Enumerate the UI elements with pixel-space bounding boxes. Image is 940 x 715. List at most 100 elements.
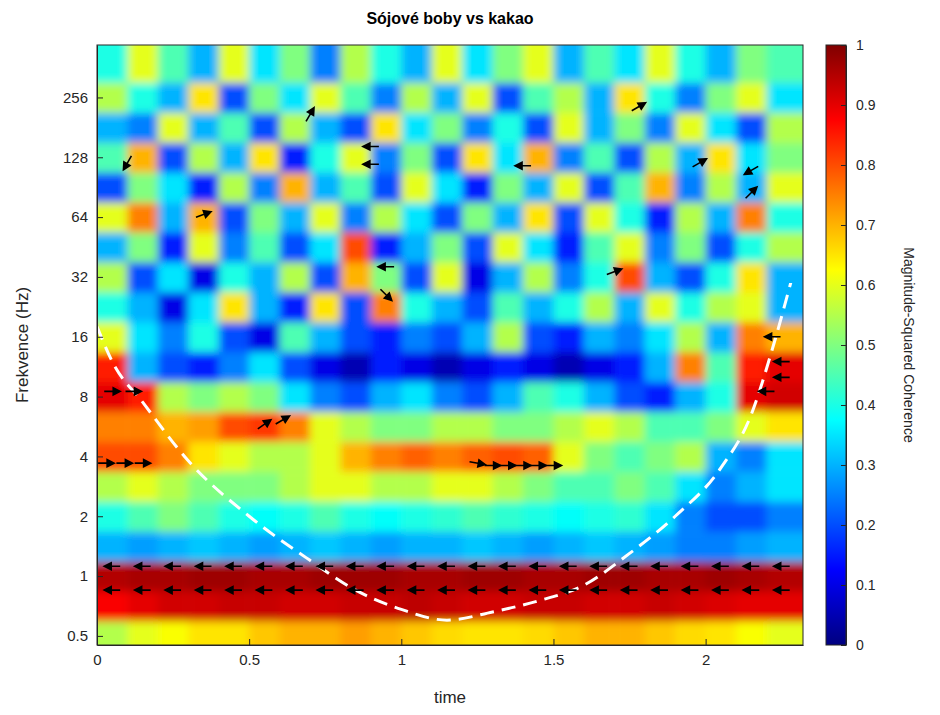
tick: 0.5 <box>841 337 876 353</box>
heatmap-cell <box>736 501 767 532</box>
heatmap-cell <box>401 382 432 412</box>
heatmap-cell <box>249 202 280 232</box>
tick: 0.5 <box>239 639 260 668</box>
heatmap-cell <box>584 441 615 471</box>
axis: 00.511.52 <box>93 639 803 668</box>
heatmap-cell <box>127 531 158 561</box>
heatmap-cell <box>493 382 524 412</box>
phase-arrow <box>196 587 212 594</box>
phase-arrow <box>104 563 120 570</box>
y-axis-title: Frekvence (Hz) <box>13 287 32 403</box>
heatmap-cell <box>97 262 128 293</box>
heatmap-cell <box>584 232 615 262</box>
heatmap-cell <box>645 112 676 142</box>
heatmap-cell <box>766 82 803 112</box>
heatmap-cell <box>249 292 280 322</box>
heatmap-cell <box>493 412 524 442</box>
tick-label: 0.4 <box>856 397 876 413</box>
heatmap-cell <box>158 591 189 621</box>
heatmap-cell <box>310 441 341 471</box>
heatmap-cell <box>97 382 128 412</box>
heatmap-cell <box>249 561 280 591</box>
heatmap-cell <box>432 232 463 262</box>
heatmap-cell <box>401 292 432 322</box>
phase-arrow <box>622 563 638 570</box>
heatmap-cell <box>371 202 402 232</box>
heatmap-cell <box>158 352 189 382</box>
heatmap-cell <box>584 621 615 645</box>
tick-label: 0.5 <box>67 627 88 644</box>
heatmap-cell <box>280 112 311 142</box>
phase-arrow <box>774 587 790 594</box>
heatmap-cell <box>97 172 128 202</box>
heatmap-cell <box>493 471 524 501</box>
heatmap-cell <box>706 531 737 561</box>
phase-arrow <box>469 563 485 570</box>
tick-label: 8 <box>80 388 88 405</box>
heatmap-cell <box>462 501 493 532</box>
heatmap-cell <box>766 172 803 202</box>
tick-label: 32 <box>71 268 88 285</box>
chart-title: Sójové boby vs kakao <box>366 10 533 27</box>
phase-arrow <box>165 587 181 594</box>
heatmap-cell <box>675 322 706 352</box>
heatmap-cell <box>523 501 554 532</box>
heatmap-cell <box>158 501 189 532</box>
phase-arrow <box>500 587 516 594</box>
axis-line <box>846 46 847 646</box>
heatmap-cell <box>553 382 584 412</box>
heatmap-cell <box>188 322 219 352</box>
heatmap-cell <box>127 112 158 142</box>
heatmap-cell <box>736 591 767 621</box>
heatmap-cell <box>432 531 463 561</box>
heatmap-cell <box>280 142 311 172</box>
phase-arrow <box>348 587 364 594</box>
heatmap-cell <box>188 531 219 561</box>
tick-label: 0.7 <box>856 217 876 233</box>
heatmap-cell <box>675 202 706 232</box>
heatmap-cell <box>614 142 645 172</box>
tick-label: 1.5 <box>544 651 565 668</box>
heatmap-cell <box>706 382 737 412</box>
heatmap-cell <box>432 352 463 382</box>
heatmap-cell <box>584 471 615 501</box>
heatmap-cell <box>97 501 128 532</box>
heatmap-cell <box>614 322 645 352</box>
tick: 2 <box>702 639 710 668</box>
heatmap-cell <box>553 142 584 172</box>
heatmap-cell <box>249 172 280 202</box>
phase-arrow <box>126 388 142 395</box>
heatmap-cell <box>706 142 737 172</box>
phase-arrow <box>135 563 151 570</box>
heatmap-cell <box>188 45 219 83</box>
heatmap-cell <box>523 172 554 202</box>
tick-label: 64 <box>71 208 88 225</box>
phase-arrow <box>743 563 759 570</box>
phase-arrow <box>500 462 516 469</box>
heatmap-cell <box>614 262 645 293</box>
heatmap-cell <box>310 322 341 352</box>
heatmap-cell <box>97 441 128 471</box>
heatmap-cell <box>432 501 463 532</box>
heatmap-cell <box>766 142 803 172</box>
heatmap-cell <box>340 412 371 442</box>
heatmap-cell <box>736 45 767 83</box>
phase-arrow <box>409 587 425 594</box>
heatmap-cell <box>432 172 463 202</box>
heatmap-cell <box>310 591 341 621</box>
heatmap-cell <box>432 441 463 471</box>
heatmap-cell <box>97 292 128 322</box>
tick: 0.8 <box>841 157 876 173</box>
heatmap-cell <box>371 621 402 645</box>
tick-label: 1 <box>398 651 406 668</box>
axis: 00.10.20.30.40.50.60.70.80.91 <box>841 37 876 653</box>
heatmap-cell <box>523 382 554 412</box>
heatmap-cell <box>97 561 128 591</box>
heatmap-cell <box>645 232 676 262</box>
heatmap-cell <box>219 202 250 232</box>
heatmap-cell <box>523 45 554 83</box>
heatmap-cell <box>493 591 524 621</box>
heatmap-cell <box>584 591 615 621</box>
heatmap-cell <box>645 202 676 232</box>
phase-arrow <box>500 563 516 570</box>
